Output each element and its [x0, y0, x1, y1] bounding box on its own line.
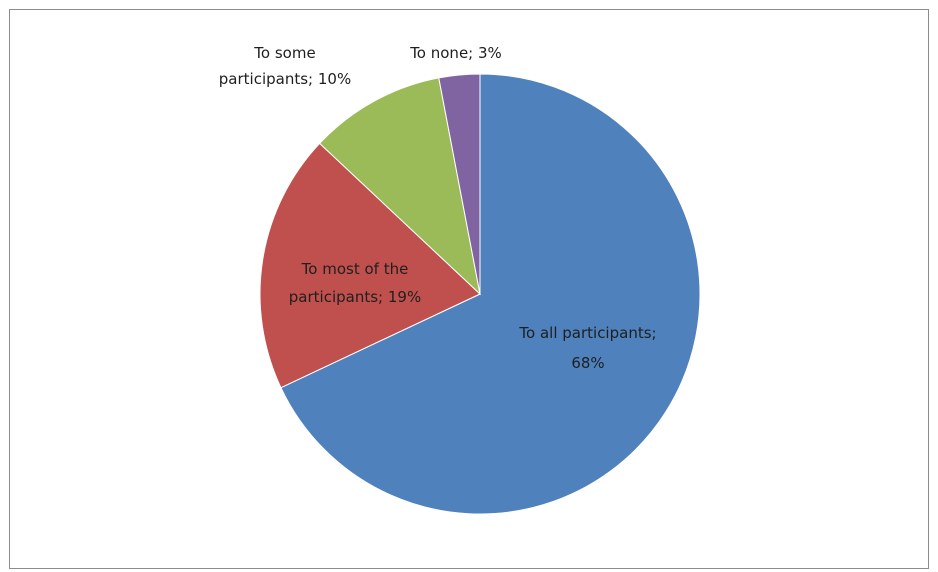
pie-slice-to-none [438, 73, 481, 295]
data-label-to-some-participants: To some participants; 10% [219, 44, 351, 88]
data-label-to-most-of-the-participants: To most of the participants; 19% [289, 260, 421, 306]
pie-slice-to-all-participants [280, 73, 701, 515]
pie-slices [259, 73, 701, 515]
pie-slice-to-most-of-the-participants [259, 142, 481, 389]
pie-labels: To all participants; 68% To most of the par… [219, 44, 657, 372]
pie-slice-to-some-participants [318, 77, 481, 296]
data-label-to-none: To none; 3% [409, 44, 502, 62]
data-label-to-all-participants: To all participants; 68% [518, 324, 656, 372]
